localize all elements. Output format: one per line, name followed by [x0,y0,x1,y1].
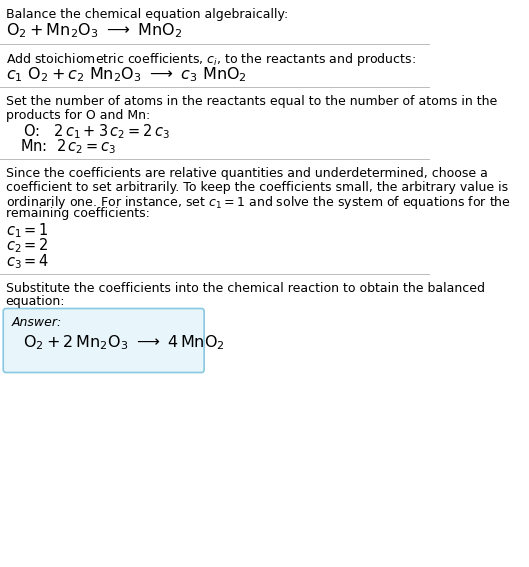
Text: equation:: equation: [6,295,65,308]
Text: products for O and Mn:: products for O and Mn: [6,108,150,121]
Text: Add stoichiometric coefficients, $c_i$, to the reactants and products:: Add stoichiometric coefficients, $c_i$, … [6,52,415,69]
Text: Substitute the coefficients into the chemical reaction to obtain the balanced: Substitute the coefficients into the che… [6,281,485,294]
Text: O:   $2\,c_1 + 3\,c_2 = 2\,c_3$: O: $2\,c_1 + 3\,c_2 = 2\,c_3$ [23,122,170,141]
Text: $\mathrm{O_2 + Mn_2O_3\ \longrightarrow\ MnO_2}$: $\mathrm{O_2 + Mn_2O_3\ \longrightarrow\… [6,22,182,40]
Text: $c_2 = 2$: $c_2 = 2$ [6,236,49,255]
Text: $\mathrm{O_2 + 2\,Mn_2O_3\ \longrightarrow\ 4\,MnO_2}$: $\mathrm{O_2 + 2\,Mn_2O_3\ \longrightarr… [23,333,225,352]
FancyBboxPatch shape [3,308,204,373]
Text: Balance the chemical equation algebraically:: Balance the chemical equation algebraica… [6,8,288,21]
Text: Mn:  $2\,c_2 = c_3$: Mn: $2\,c_2 = c_3$ [20,138,117,156]
Text: Set the number of atoms in the reactants equal to the number of atoms in the: Set the number of atoms in the reactants… [6,95,497,108]
Text: coefficient to set arbitrarily. To keep the coefficients small, the arbitrary va: coefficient to set arbitrarily. To keep … [6,180,508,193]
Text: $c_1 = 1$: $c_1 = 1$ [6,221,49,240]
Text: $c_3 = 4$: $c_3 = 4$ [6,252,49,270]
Text: ordinarily one. For instance, set $c_1 = 1$ and solve the system of equations fo: ordinarily one. For instance, set $c_1 =… [6,194,510,211]
Text: Since the coefficients are relative quantities and underdetermined, choose a: Since the coefficients are relative quan… [6,167,488,180]
Text: Answer:: Answer: [11,316,61,329]
Text: $c_1\ \mathrm{O_2} + c_2\ \mathrm{Mn_2O_3}\ \longrightarrow\ c_3\ \mathrm{MnO_2}: $c_1\ \mathrm{O_2} + c_2\ \mathrm{Mn_2O_… [6,65,247,84]
Text: remaining coefficients:: remaining coefficients: [6,208,150,221]
